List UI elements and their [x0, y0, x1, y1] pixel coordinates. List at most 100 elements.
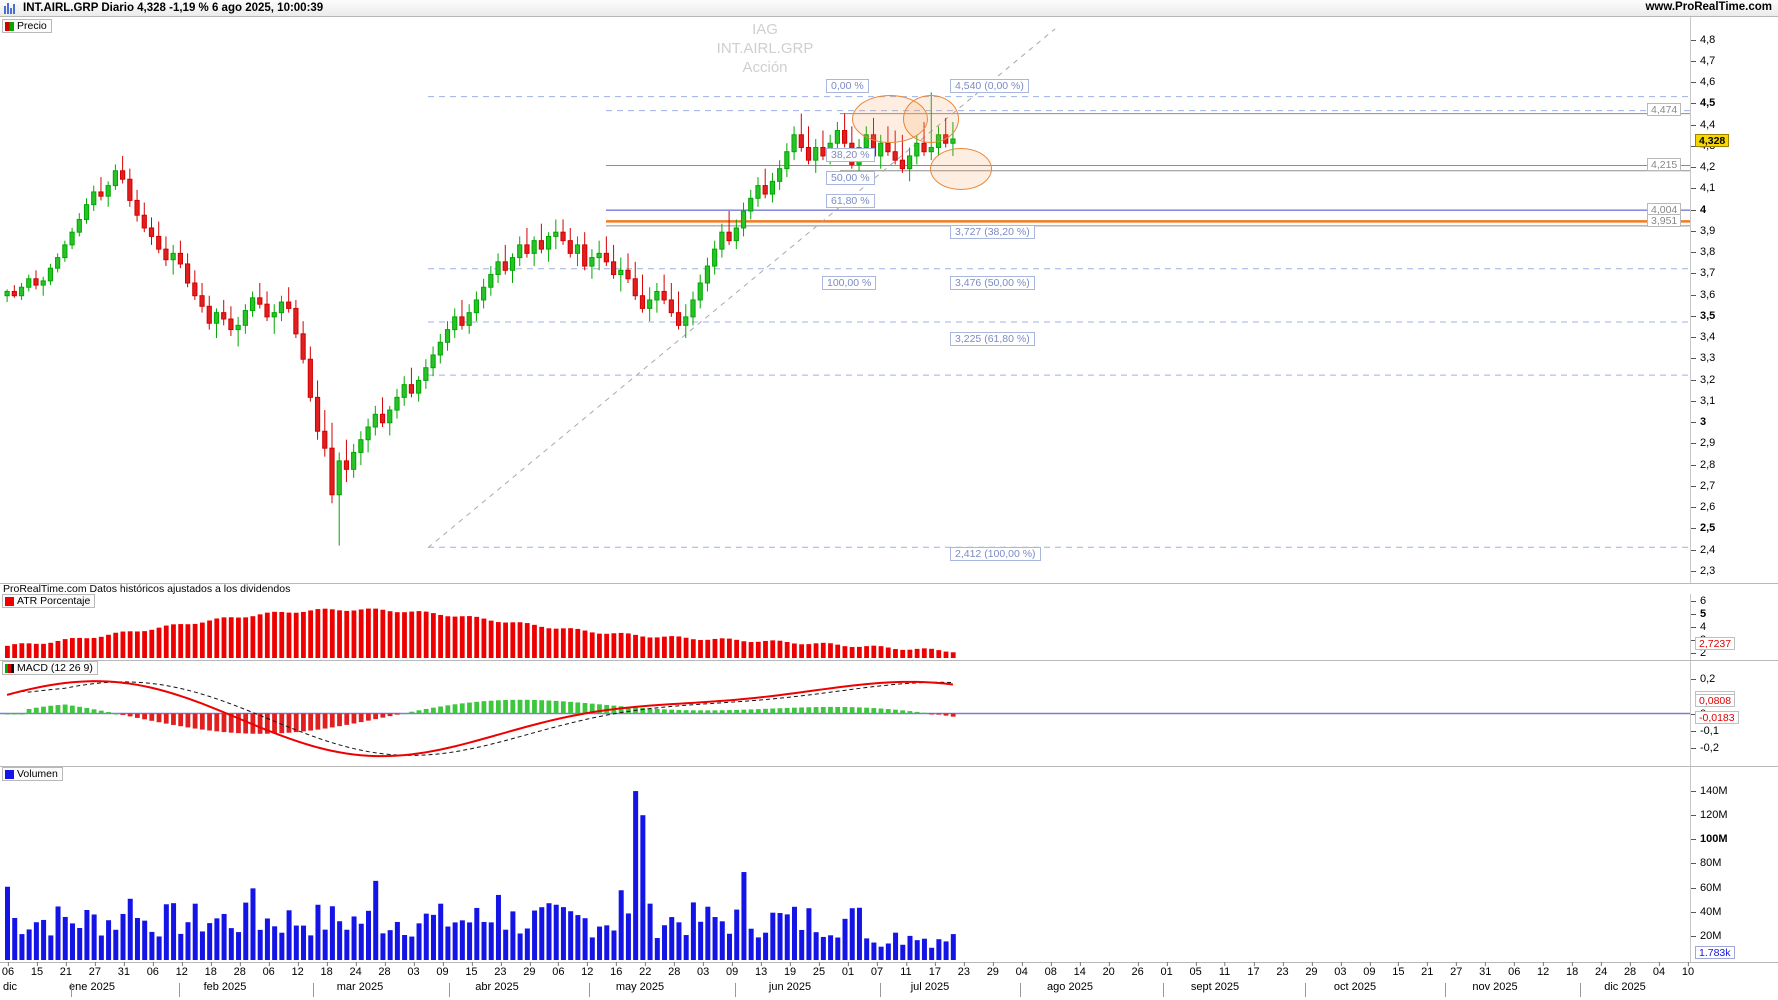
- date-tick: 11: [900, 962, 912, 978]
- date-tick: 28: [233, 962, 246, 978]
- data-source-note: ProRealTime.com Datos históricos ajustad…: [3, 583, 291, 595]
- axis-tick: 80M: [1691, 857, 1778, 869]
- price-axis[interactable]: 4,84,74,64,54,44,34,24,143,93,83,73,63,5…: [1647, 17, 1778, 583]
- legend-volumen[interactable]: Volumen: [2, 767, 63, 781]
- month-divider: [880, 983, 881, 997]
- date-tick: 15: [1392, 962, 1405, 978]
- fib-pct-label-0: 0,00 %: [826, 79, 869, 93]
- axis-tick: 0,2: [1691, 673, 1778, 685]
- month-divider: [1580, 983, 1581, 997]
- date-tick: 12: [175, 962, 188, 978]
- date-tick: 31: [1479, 962, 1492, 978]
- date-tick: 24: [349, 962, 362, 978]
- axis-tick: 3,2: [1691, 374, 1778, 386]
- date-tick: 06: [1508, 962, 1521, 978]
- axis-tick: 3,8: [1691, 246, 1778, 258]
- date-month-label: nov 2025: [1472, 981, 1518, 993]
- date-axis[interactable]: 06 15 21 27 31 06 12 18 28 06 12 18 24 28 03 09 15 23 29 06…: [0, 962, 1778, 1000]
- date-tick: 06: [146, 962, 159, 978]
- date-tick: 09: [436, 962, 449, 978]
- annotation-ellipse-3[interactable]: [930, 148, 992, 190]
- date-tick: 01: [1160, 962, 1173, 978]
- title-bar: INT.AIRL.GRP Diario 4,328 -1,19 % 6 ago …: [0, 0, 1778, 17]
- date-tick: 04: [1652, 962, 1666, 978]
- axis-tick: 4,7: [1691, 55, 1778, 67]
- date-month-label: abr 2025: [475, 981, 519, 993]
- watermark-line-2: INT.AIRL.GRP: [716, 40, 814, 57]
- month-divider: [735, 983, 736, 997]
- axis-tick: 3,3: [1691, 352, 1778, 364]
- date-tick: 13: [754, 962, 768, 978]
- axis-tick: 5: [1691, 608, 1778, 620]
- fib-value-label-0: 4,540 (0,00 %): [950, 79, 1029, 93]
- panel-separator-1: [0, 583, 1778, 584]
- date-tick: 01: [841, 962, 855, 978]
- annotation-ellipse-2[interactable]: [903, 95, 959, 143]
- date-tick: 06: [262, 962, 275, 978]
- legend-macd[interactable]: MACD (12 26 9): [2, 661, 98, 675]
- axis-tick: 4: [1691, 621, 1778, 633]
- volume-axis[interactable]: 140M 120M 100M 80M 60M 40M 20M 1.783k: [1690, 767, 1778, 962]
- atr-plot-area[interactable]: [0, 594, 1690, 660]
- volume-swatch: [5, 769, 14, 779]
- axis-value-tag: 1.783k: [1695, 946, 1735, 959]
- atr-axis[interactable]: 654322,7237: [1690, 594, 1778, 660]
- date-month-label: ene 2025: [69, 981, 115, 993]
- axis-tick: 2,8: [1691, 459, 1778, 471]
- legend-precio[interactable]: Precio: [2, 19, 52, 33]
- date-tick: 12: [1537, 962, 1550, 978]
- legend-precio-label: Precio: [17, 20, 47, 32]
- panel-separator-2: [0, 660, 1778, 661]
- axis-tick: 3: [1691, 416, 1778, 428]
- date-tick: 24: [1594, 962, 1608, 978]
- date-tick: 18: [320, 962, 333, 978]
- date-tick: 27: [1450, 962, 1463, 978]
- price-plot-area[interactable]: [0, 17, 1690, 583]
- axis-tick: 100M: [1691, 833, 1778, 845]
- date-tick: 14: [1073, 962, 1086, 978]
- date-tick: 23: [957, 962, 970, 978]
- watermark-line-1: IAG: [752, 21, 778, 38]
- date-tick: 22: [639, 962, 652, 978]
- date-tick: 31: [117, 962, 130, 978]
- date-tick: 18: [1566, 962, 1579, 978]
- date-tick: 29: [1305, 962, 1318, 978]
- axis-tick: 2,9: [1691, 437, 1778, 449]
- fib-value-label-100: 2,412 (100,00 %): [950, 547, 1041, 561]
- axis-value-tag: 4,004: [1647, 202, 1682, 216]
- macd-axis[interactable]: 0,20-0,1-0,20,09920,0808-0,0183: [1690, 661, 1778, 766]
- date-tick: 17: [1247, 962, 1260, 978]
- atr-swatch: [5, 596, 14, 606]
- axis-value-tag: 4,474: [1647, 102, 1682, 116]
- legend-volumen-label: Volumen: [17, 768, 58, 780]
- axis-tick: 2,3: [1691, 565, 1778, 577]
- date-tick: 05: [1189, 962, 1202, 978]
- price-swatch: [5, 21, 14, 31]
- axis-value-tag: 4,215: [1647, 157, 1682, 171]
- legend-atr[interactable]: ATR Porcentaje: [2, 594, 96, 608]
- date-tick: 07: [870, 962, 884, 978]
- axis-tick: 20M: [1691, 930, 1778, 942]
- chart-watermark: IAG INT.AIRL.GRP Acción: [640, 20, 890, 77]
- axis-tick: 3,1: [1691, 395, 1778, 407]
- date-tick: 10: [1681, 962, 1695, 978]
- axis-tick: 4: [1691, 204, 1778, 216]
- date-tick: 03: [1334, 962, 1347, 978]
- date-tick: 03: [407, 962, 420, 978]
- axis-tick: 40M: [1691, 906, 1778, 918]
- fib-value-label-50: 3,476 (50,00 %): [950, 276, 1035, 290]
- axis-tick: 3,4: [1691, 331, 1778, 343]
- watermark-line-3: Acción: [742, 59, 788, 76]
- axis-value-tag: 4,328: [1695, 133, 1730, 147]
- macd-plot-area[interactable]: [0, 661, 1690, 766]
- axis-tick: 60M: [1691, 882, 1778, 894]
- instrument-title: INT.AIRL.GRP Diario 4,328 -1,19 % 6 ago …: [23, 2, 324, 14]
- month-divider: [178, 983, 180, 997]
- axis-value-tag: 2,7237: [1695, 637, 1736, 651]
- date-tick: 09: [1363, 962, 1376, 978]
- axis-tick: 2,6: [1691, 501, 1778, 513]
- month-divider: [588, 983, 590, 997]
- date-tick: 08: [1044, 962, 1057, 978]
- date-tick: 04: [1015, 962, 1028, 978]
- volume-plot-area[interactable]: [0, 767, 1690, 962]
